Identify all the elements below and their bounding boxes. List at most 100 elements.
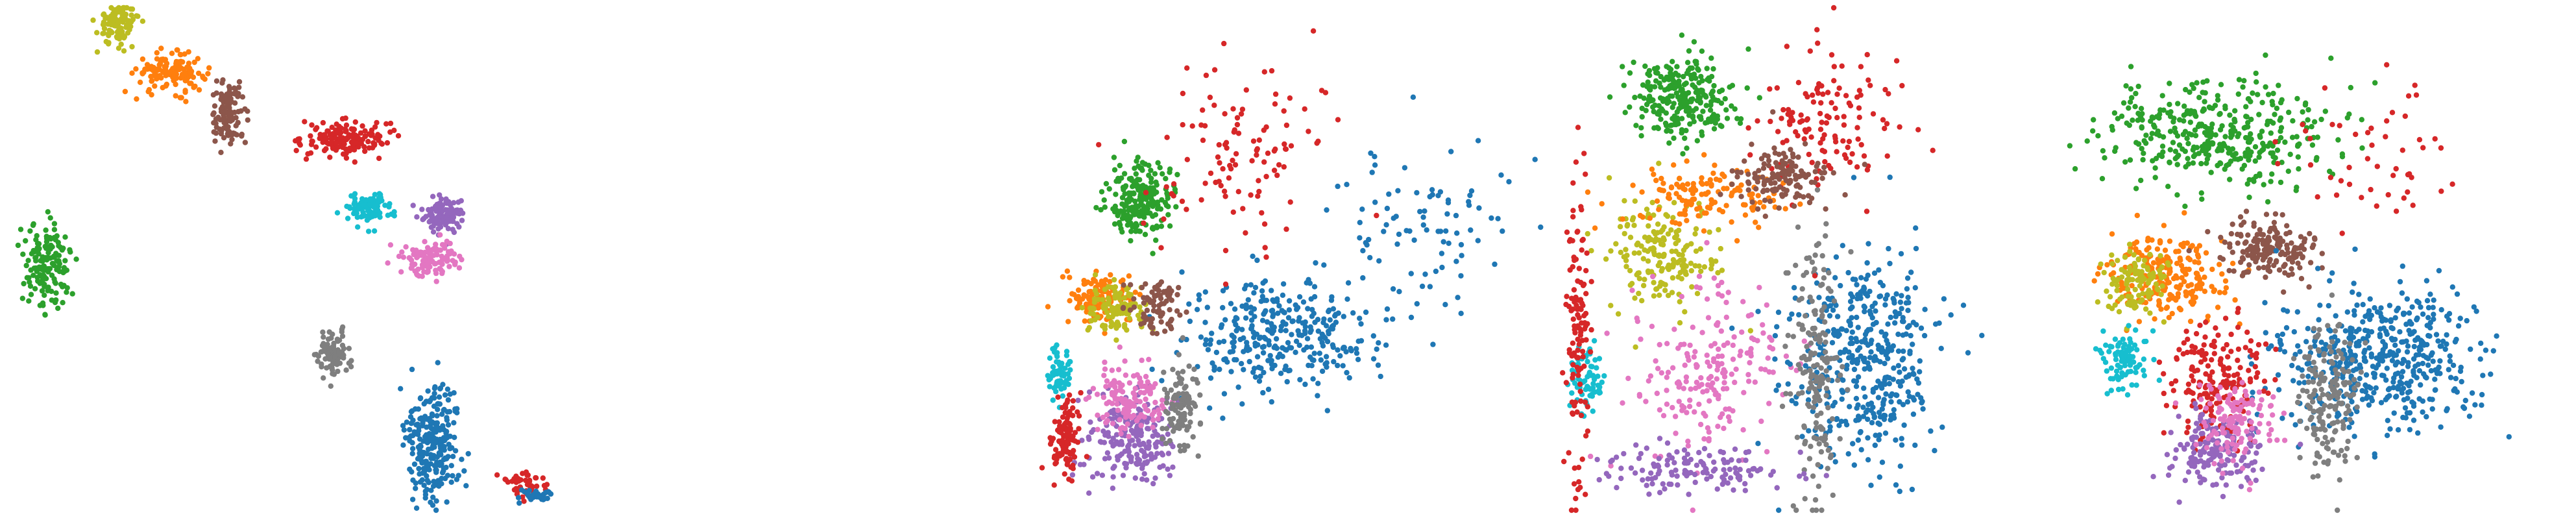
scatter-point	[1688, 267, 1694, 274]
scatter-point	[1764, 177, 1770, 183]
scatter-point	[371, 228, 378, 234]
scatter-point	[1647, 373, 1654, 379]
scatter-point	[1649, 323, 1655, 329]
scatter-point	[1680, 151, 1686, 157]
scatter-point	[1699, 78, 1705, 84]
scatter-point	[1141, 314, 1147, 320]
scatter-point	[1095, 314, 1101, 320]
scatter-point	[1904, 399, 1911, 405]
scatter-point	[1181, 394, 1187, 400]
scatter-point	[425, 269, 431, 275]
scatter-point	[1762, 197, 1768, 203]
scatter-point	[1716, 393, 1721, 399]
scatter-point	[1659, 370, 1664, 376]
scatter-point	[1838, 419, 1845, 425]
scatter-point	[1645, 258, 1651, 264]
scatter-point	[1668, 185, 1675, 191]
scatter-point	[1391, 216, 1396, 221]
scatter-point	[140, 18, 146, 24]
scatter-point	[134, 96, 140, 102]
scatter-point	[115, 45, 122, 51]
scatter-point	[1930, 147, 1936, 153]
scatter-point	[15, 242, 21, 249]
scatter-point	[1265, 150, 1271, 156]
scatter-point	[1150, 480, 1156, 487]
scatter-point	[1727, 475, 1734, 481]
scatter-point	[1747, 360, 1753, 365]
scatter-point	[1854, 295, 1860, 302]
scatter-point	[1309, 363, 1315, 369]
scatter-point	[1804, 116, 1810, 122]
scatter-point	[1142, 232, 1148, 238]
scatter-point	[386, 204, 392, 210]
scatter-point	[1671, 101, 1677, 106]
scatter-point	[1884, 153, 1890, 159]
scatter-point	[55, 258, 61, 264]
scatter-point	[1143, 373, 1149, 380]
scatter-point	[1106, 186, 1112, 192]
scatter-point	[1815, 160, 1821, 166]
scatter-point	[1354, 350, 1360, 356]
scatter-point	[1355, 338, 1361, 344]
scatter-point	[452, 262, 458, 267]
scatter-point	[1217, 160, 1222, 166]
scatter-point	[1198, 334, 1204, 340]
scatter-point	[1732, 379, 1738, 386]
scatter-point	[1656, 112, 1662, 117]
scatter-point	[1662, 87, 1668, 93]
scatter-point	[362, 128, 368, 134]
scatter-point	[1782, 343, 1788, 349]
scatter-point	[1595, 373, 1601, 379]
scatter-point	[1153, 237, 1159, 243]
scatter-point	[1676, 251, 1682, 258]
scatter-point	[1293, 349, 1298, 355]
scatter-point	[1919, 400, 1925, 406]
scatter-point	[1102, 366, 1108, 372]
scatter-point	[1718, 449, 1723, 454]
scatter-point	[1062, 471, 1067, 477]
scatter-point	[1823, 221, 1829, 227]
scatter-point	[1822, 159, 1828, 165]
scatter-point	[1904, 286, 1910, 292]
scatter-point	[1867, 327, 1874, 332]
scatter-point	[1228, 369, 1234, 375]
scatter-point	[1758, 466, 1764, 472]
scatter-point	[1596, 388, 1602, 393]
scatter-point	[1682, 93, 1688, 99]
scatter-point	[1134, 417, 1140, 424]
cluster-c8-5	[1079, 272, 1156, 343]
scatter-point	[1190, 376, 1196, 382]
scatter-point	[1591, 338, 1598, 344]
scatter-point	[1163, 184, 1169, 190]
scatter-point	[1719, 361, 1725, 367]
scatter-point	[1107, 278, 1113, 284]
scatter-point	[1816, 484, 1821, 489]
scatter-point	[1703, 465, 1708, 472]
scatter-point	[1657, 436, 1663, 441]
scatter-point	[1143, 396, 1148, 402]
scatter-point	[1766, 401, 1772, 406]
scatter-point	[1453, 212, 1459, 219]
scatter-point	[1239, 106, 1246, 112]
scatter-point	[1794, 434, 1801, 440]
scatter-point	[450, 473, 456, 479]
scatter-point	[1715, 282, 1721, 289]
scatter-point	[1910, 341, 1915, 347]
scatter-point	[1684, 410, 1690, 415]
scatter-point	[1185, 443, 1191, 449]
scatter-point	[1136, 228, 1142, 234]
scatter-point	[407, 466, 413, 473]
scatter-point	[1699, 181, 1705, 187]
scatter-point	[1731, 487, 1736, 493]
scatter-point	[1147, 297, 1152, 302]
scatter-point	[1872, 300, 1878, 306]
scatter-point	[1799, 384, 1805, 390]
scatter-point	[431, 403, 437, 409]
scatter-point	[1784, 188, 1790, 193]
scatter-point	[1833, 254, 1840, 260]
scatter-point	[1608, 248, 1614, 254]
scatter-point	[1620, 64, 1625, 69]
scatter-point	[1679, 32, 1685, 38]
scatter-point	[1243, 315, 1249, 321]
scatter-point	[1086, 490, 1092, 496]
